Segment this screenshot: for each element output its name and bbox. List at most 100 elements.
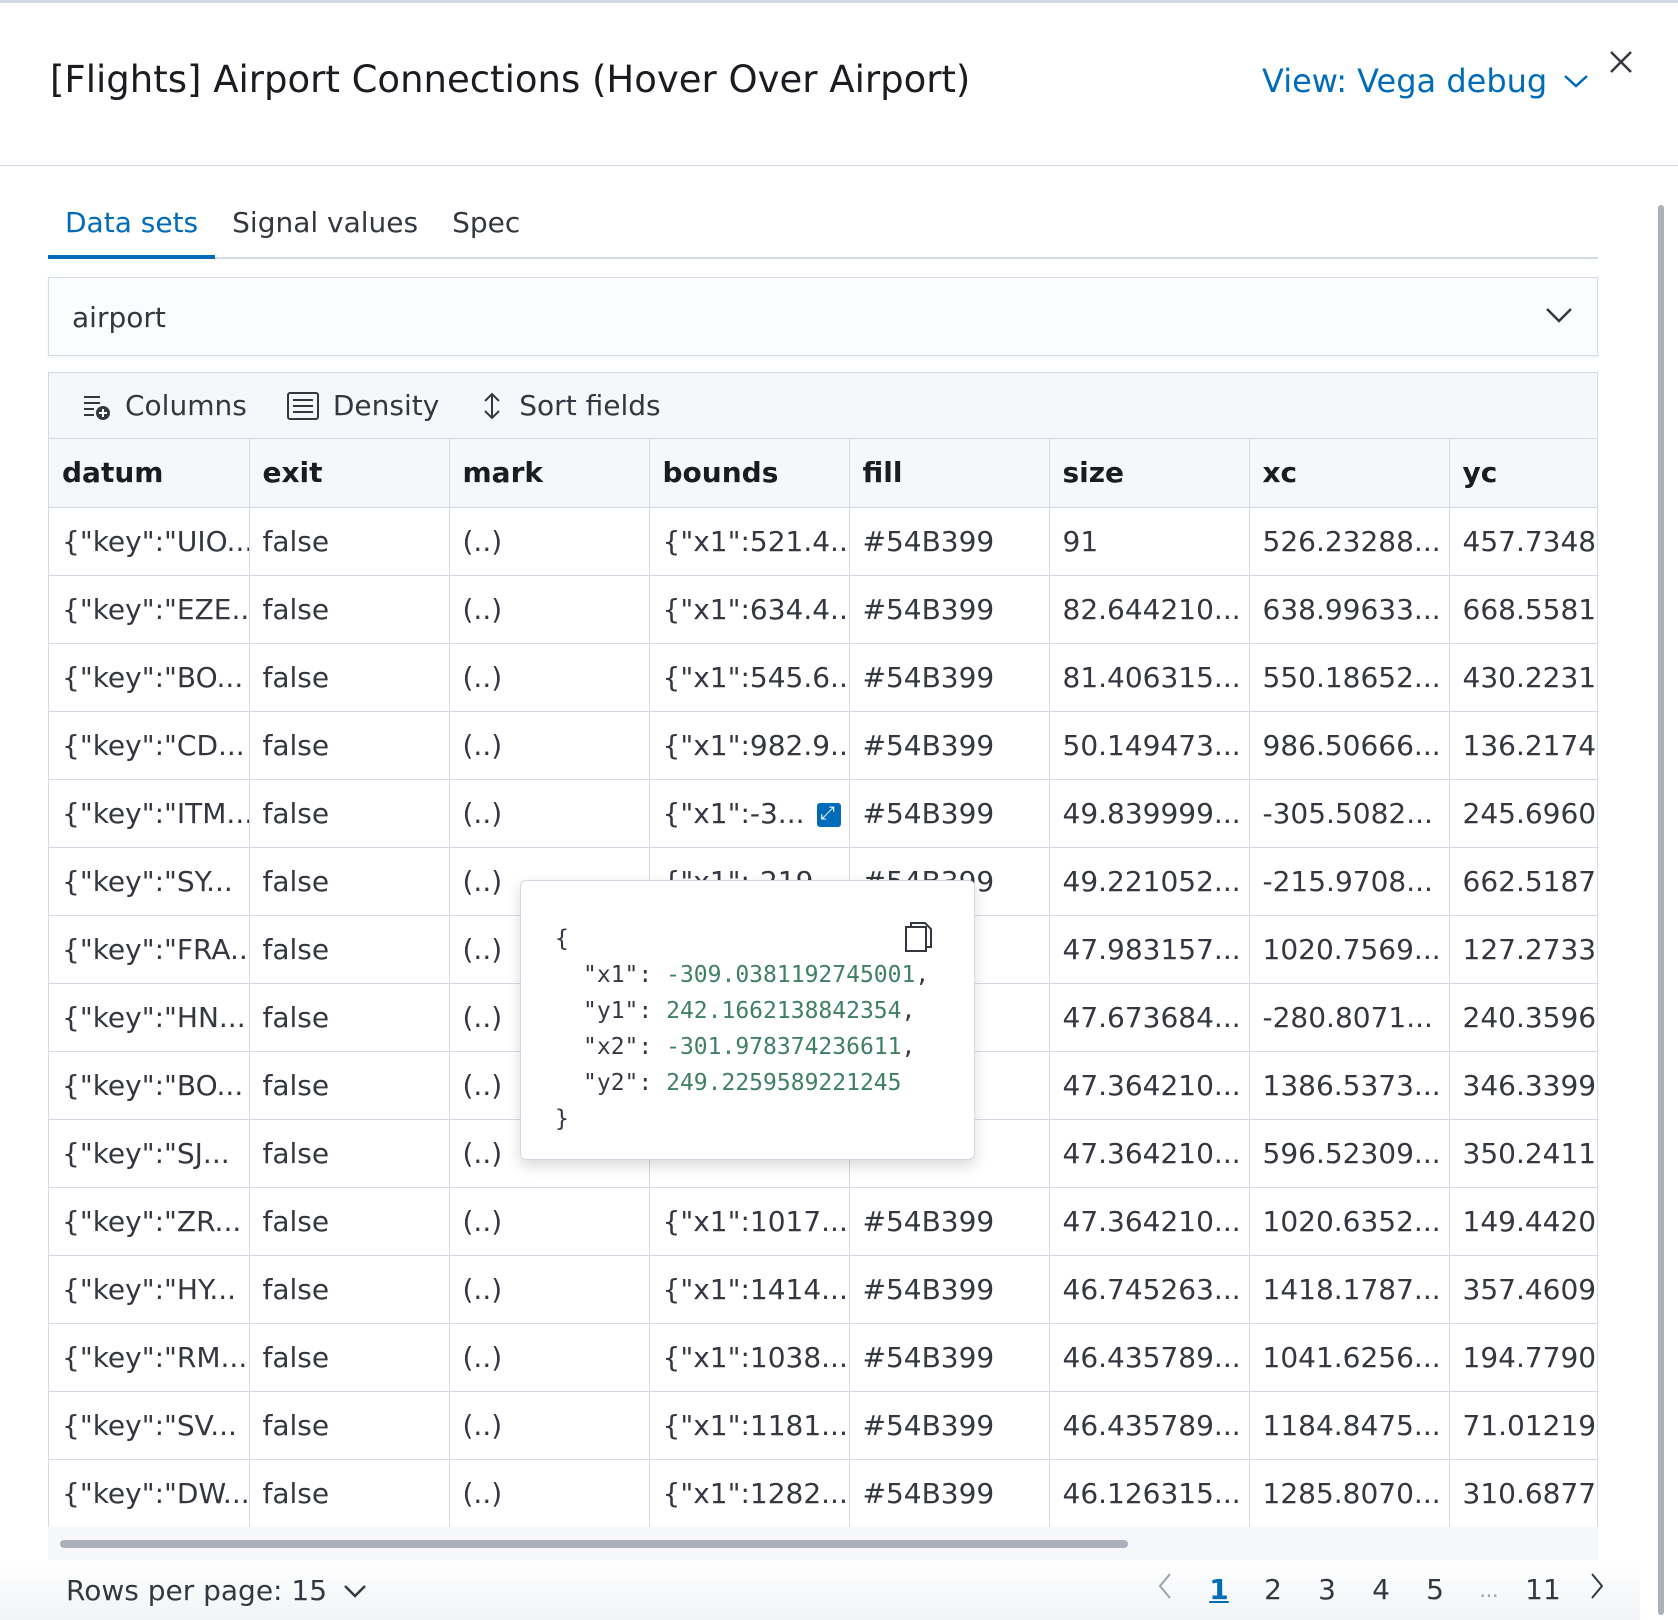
cell-mark[interactable]: (..)	[449, 1323, 650, 1392]
cell-datum[interactable]: {"key":"FRA...	[49, 915, 250, 984]
cell-yc[interactable]: 127.27338	[1449, 915, 1597, 984]
page-5[interactable]: 5	[1426, 1573, 1444, 1606]
cell-xc[interactable]: 526.23288...	[1249, 507, 1450, 576]
cell-xc[interactable]: 1020.7569...	[1249, 915, 1450, 984]
cell-exit[interactable]: false	[249, 983, 450, 1052]
column-header-xc[interactable]: xc	[1249, 439, 1450, 508]
cell-mark[interactable]: (..)	[449, 507, 650, 576]
cell-xc[interactable]: 986.50666...	[1249, 711, 1450, 780]
cell-datum[interactable]: {"key":"HN...	[49, 983, 250, 1052]
cell-size[interactable]: 46.745263...	[1049, 1255, 1250, 1324]
next-page-icon[interactable]	[1570, 1572, 1624, 1607]
cell-size[interactable]: 49.839999...	[1049, 779, 1250, 848]
cell-yc[interactable]: 149.44202	[1449, 1187, 1597, 1256]
cell-yc[interactable]: 430.22310	[1449, 643, 1597, 712]
cell-size[interactable]: 47.364210...	[1049, 1187, 1250, 1256]
column-header-bounds[interactable]: bounds	[649, 439, 850, 508]
cell-yc[interactable]: 357.46093	[1449, 1255, 1597, 1324]
cell-bounds[interactable]: {"x1":1414....	[649, 1255, 850, 1324]
page-4[interactable]: 4	[1372, 1573, 1390, 1606]
cell-exit[interactable]: false	[249, 1459, 450, 1528]
cell-mark[interactable]: (..)	[449, 1391, 650, 1460]
column-header-mark[interactable]: mark	[449, 439, 650, 508]
cell-fill[interactable]: #54B399	[849, 779, 1050, 848]
copy-icon[interactable]	[904, 921, 934, 953]
density-button[interactable]: Density	[286, 389, 439, 422]
cell-exit[interactable]: false	[249, 1187, 450, 1256]
cell-datum[interactable]: {"key":"ZR...	[49, 1187, 250, 1256]
cell-yc[interactable]: 240.35966	[1449, 983, 1597, 1052]
tab-spec[interactable]: Spec	[452, 206, 521, 239]
cell-datum[interactable]: {"key":"HY...	[49, 1255, 250, 1324]
tab-signal-values[interactable]: Signal values	[232, 206, 419, 239]
cell-fill[interactable]: #54B399	[849, 1187, 1050, 1256]
cell-yc[interactable]: 457.73481	[1449, 507, 1597, 576]
sort-fields-button[interactable]: Sort fields	[479, 389, 661, 422]
cell-exit[interactable]: false	[249, 575, 450, 644]
horizontal-scrollbar[interactable]	[60, 1540, 1128, 1548]
cell-size[interactable]: 82.644210...	[1049, 575, 1250, 644]
page-2[interactable]: 2	[1264, 1573, 1282, 1606]
cell-xc[interactable]: 638.99633...	[1249, 575, 1450, 644]
cell-yc[interactable]: 245.69608	[1449, 779, 1597, 848]
column-header-datum[interactable]: datum	[49, 439, 250, 508]
cell-xc[interactable]: 1020.6352...	[1249, 1187, 1450, 1256]
cell-mark[interactable]: (..)	[449, 1187, 650, 1256]
cell-size[interactable]: 46.126315...	[1049, 1459, 1250, 1528]
cell-yc[interactable]: 662.51877	[1449, 847, 1597, 916]
tab-data-sets[interactable]: Data sets	[48, 200, 216, 259]
cell-datum[interactable]: {"key":"SV...	[49, 1391, 250, 1460]
cell-exit[interactable]: false	[249, 1323, 450, 1392]
cell-yc[interactable]: 194.77900	[1449, 1323, 1597, 1392]
cell-size[interactable]: 91	[1049, 507, 1250, 576]
cell-xc[interactable]: -305.5082...	[1249, 779, 1450, 848]
cell-exit[interactable]: false	[249, 1051, 450, 1120]
cell-size[interactable]: 49.221052...	[1049, 847, 1250, 916]
cell-exit[interactable]: false	[249, 711, 450, 780]
cell-exit[interactable]: false	[249, 1391, 450, 1460]
cell-bounds[interactable]: {"x1":982.9...	[649, 711, 850, 780]
close-icon[interactable]	[1605, 46, 1637, 78]
cell-xc[interactable]: 1184.8475...	[1249, 1391, 1450, 1460]
cell-size[interactable]: 47.364210...	[1049, 1119, 1250, 1188]
cell-fill[interactable]: #54B399	[849, 1391, 1050, 1460]
cell-fill[interactable]: #54B399	[849, 1255, 1050, 1324]
view-mode-dropdown[interactable]: View: Vega debug	[1262, 62, 1589, 100]
cell-bounds[interactable]: {"x1":1181....	[649, 1391, 850, 1460]
cell-bounds[interactable]: {"x1":521.4...	[649, 507, 850, 576]
cell-xc[interactable]: 596.52309...	[1249, 1119, 1450, 1188]
cell-datum[interactable]: {"key":"CD...	[49, 711, 250, 780]
cell-bounds[interactable]: {"x1":1038....	[649, 1323, 850, 1392]
cell-exit[interactable]: false	[249, 643, 450, 712]
vertical-scrollbar[interactable]	[1658, 205, 1664, 1615]
column-header-fill[interactable]: fill	[849, 439, 1050, 508]
page-1[interactable]: 1	[1209, 1573, 1229, 1606]
cell-datum[interactable]: {"key":"SJ...	[49, 1119, 250, 1188]
cell-yc[interactable]: 350.24115	[1449, 1119, 1597, 1188]
rows-per-page-select[interactable]: Rows per page: 15	[66, 1574, 367, 1607]
cell-exit[interactable]: false	[249, 779, 450, 848]
cell-yc[interactable]: 310.68779	[1449, 1459, 1597, 1528]
page-11[interactable]: 11	[1525, 1573, 1561, 1606]
cell-xc[interactable]: 1386.5373...	[1249, 1051, 1450, 1120]
cell-fill[interactable]: #54B399	[849, 1323, 1050, 1392]
column-header-exit[interactable]: exit	[249, 439, 450, 508]
prev-page-icon[interactable]	[1138, 1572, 1192, 1607]
cell-datum[interactable]: {"key":"BO...	[49, 643, 250, 712]
cell-exit[interactable]: false	[249, 915, 450, 984]
cell-mark[interactable]: (..)	[449, 779, 650, 848]
cell-bounds[interactable]: {"x1":1017....	[649, 1187, 850, 1256]
cell-mark[interactable]: (..)	[449, 1255, 650, 1324]
cell-size[interactable]: 47.673684...	[1049, 983, 1250, 1052]
cell-exit[interactable]: false	[249, 507, 450, 576]
cell-size[interactable]: 47.983157...	[1049, 915, 1250, 984]
expand-cell-icon[interactable]	[816, 802, 841, 827]
cell-exit[interactable]: false	[249, 847, 450, 916]
cell-xc[interactable]: 1418.1787...	[1249, 1255, 1450, 1324]
cell-yc[interactable]: 71.012191	[1449, 1391, 1597, 1460]
cell-bounds[interactable]: {"x1":634.4...	[649, 575, 850, 644]
cell-fill[interactable]: #54B399	[849, 711, 1050, 780]
cell-size[interactable]: 46.435789...	[1049, 1391, 1250, 1460]
cell-datum[interactable]: {"key":"UIO...	[49, 507, 250, 576]
cell-size[interactable]: 47.364210...	[1049, 1051, 1250, 1120]
